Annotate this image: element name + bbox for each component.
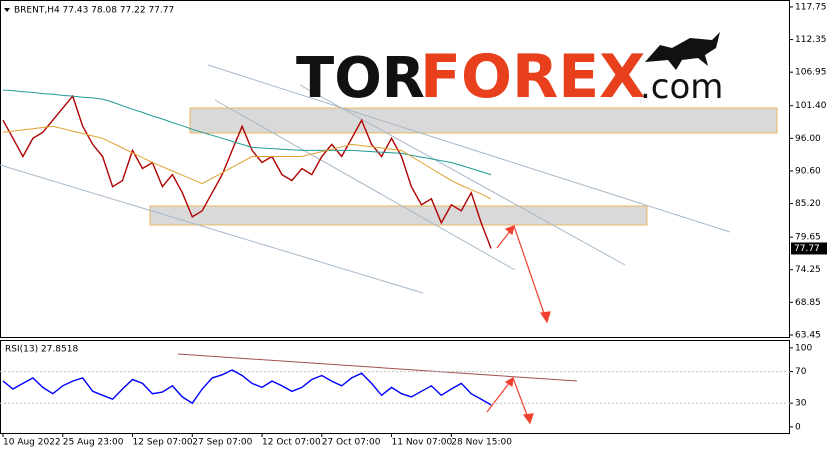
series-line [2,369,492,406]
y-tick-label: 79.65 [795,233,821,243]
x-tick-label: 28 Nov 15:00 [451,438,512,448]
channel-line [299,84,626,266]
price-title: BRENT,H4 77.43 78.08 77.22 77.77 [14,6,174,16]
x-tick-label: 12 Sep 07:00 [133,438,193,448]
x-tick-label: 10 Aug 2022 [3,438,61,448]
channel-lines [0,64,731,294]
channel-line [214,99,516,271]
logo-forex: FOREX [420,42,645,112]
y-tick-label: 70 [795,367,807,377]
price-frame [0,0,790,338]
y-tick-label: 100 [795,343,812,353]
arrow-head [522,413,534,425]
y-tick-label: 68.85 [795,298,821,308]
y-tick-label: 63.45 [795,330,821,340]
y-tick-label: 85.20 [795,199,821,209]
last-price-box [791,242,827,255]
x-tick-label: 27 Oct 07:00 [322,438,381,448]
y-tick-label: 96.00 [795,134,821,144]
y-tick-label: 30 [795,399,807,409]
series-line [2,125,492,200]
x-tick-label: 11 Nov 07:00 [392,438,453,448]
support-zone [149,205,648,226]
y-tick-label: 90.60 [795,166,821,176]
arrow-head [504,376,514,388]
arrow-head [539,311,551,324]
last-price-label: 77.77 [794,244,820,254]
channel-line [0,164,424,294]
forecast-arrows [486,224,551,425]
channel-line [207,64,731,233]
arrow-head [504,225,515,236]
series-line [2,94,492,249]
y-tick-label: 117.75 [795,2,827,12]
y-tick-label: 74.25 [795,265,821,275]
x-tick-label: 27 Sep 07:00 [192,438,252,448]
logo-bull [645,32,720,70]
rsi-title: RSI(13) 27.8518 [5,345,78,355]
y-tick-label: 101.40 [795,101,827,111]
symbol-marker [4,8,10,12]
resistance-zone [189,107,778,134]
y-tick-label: 0 [795,422,801,432]
y-tick-label: 106.95 [795,68,827,78]
y-tick-label: 112.35 [795,35,827,45]
rsi-frame [0,340,790,434]
x-tick-label: 25 Aug 23:00 [63,438,124,448]
logo-com: .com [640,67,723,107]
rsi-trendline [177,353,578,382]
logo-tor: TOR [296,46,425,111]
x-tick-label: 12 Oct 07:00 [262,438,321,448]
